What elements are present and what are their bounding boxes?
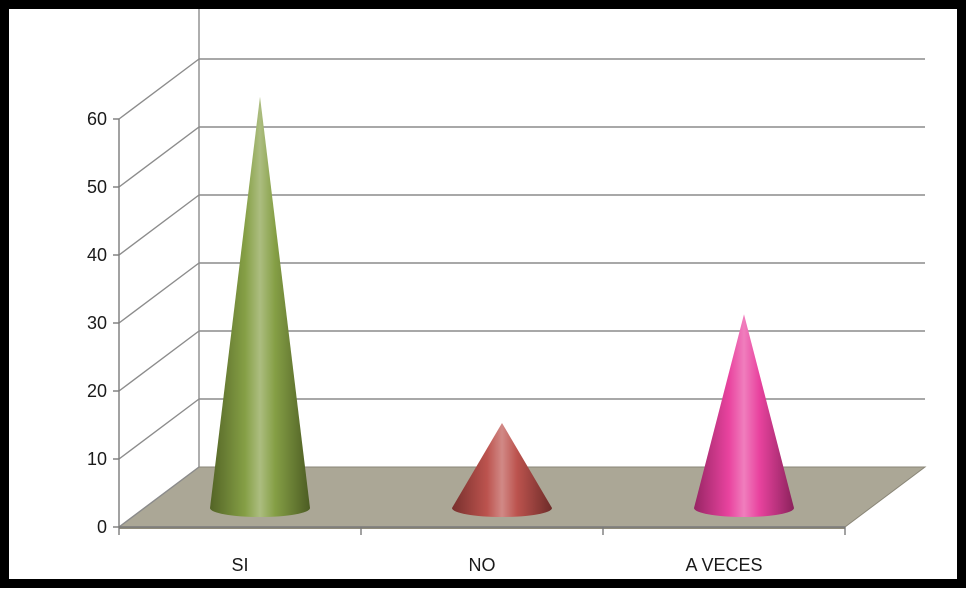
- y-tick-label: 50: [87, 177, 107, 197]
- y-tick-label: 0: [97, 517, 107, 537]
- y-tick-label: 40: [87, 245, 107, 265]
- x-category-label: NO: [469, 555, 496, 575]
- cone-si: [210, 96, 310, 517]
- cone-no: [452, 423, 552, 517]
- gridline-diagonal: [118, 262, 200, 324]
- cone-body: [694, 314, 794, 517]
- gridline-diagonal: [118, 194, 200, 256]
- y-tick-label: 20: [87, 381, 107, 401]
- y-tick-label: 60: [87, 109, 107, 129]
- cone-bar-chart: 0 10 20 30 40 50 60 SI NO A VECES: [87, 9, 927, 575]
- x-category-label: A VECES: [685, 555, 762, 575]
- axis-labels: 0 10 20 30 40 50 60 SI NO A VECES: [87, 109, 763, 575]
- axes: [113, 118, 846, 535]
- cone-a-veces: [694, 314, 794, 517]
- gridline-diagonal: [118, 398, 200, 460]
- gridline-diagonal: [118, 58, 200, 120]
- cone-series: [210, 96, 794, 517]
- y-tick-label: 10: [87, 449, 107, 469]
- gridline-diagonal: [118, 126, 200, 188]
- grid-lines: [118, 9, 925, 528]
- gridline-diagonal: [118, 466, 200, 528]
- gridline-diagonal: [118, 330, 200, 392]
- x-category-label: SI: [231, 555, 248, 575]
- y-tick-label: 30: [87, 313, 107, 333]
- cone-body: [210, 96, 310, 517]
- cone-body: [452, 423, 552, 517]
